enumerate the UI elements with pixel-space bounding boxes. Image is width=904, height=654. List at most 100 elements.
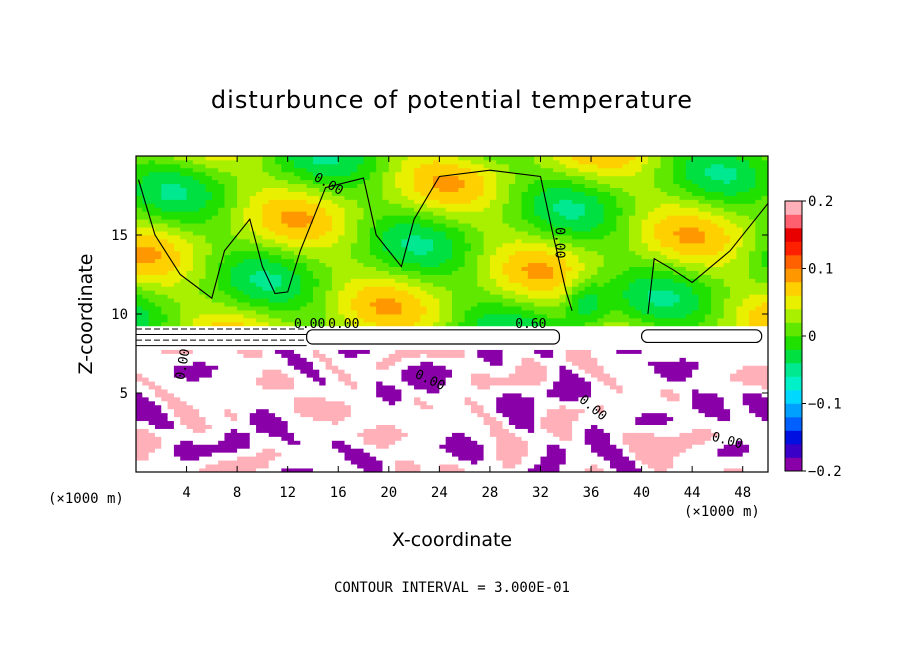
field-cell [458,238,466,244]
field-cell [477,199,484,204]
field-cell [249,246,257,252]
field-cell [294,286,301,291]
field-cell [173,238,181,244]
field-cell [173,262,181,267]
field-cell [136,389,143,394]
field-cell [237,290,244,295]
field-cell [186,211,194,216]
field-cell [477,365,484,370]
field-cell [136,270,143,275]
field-cell [433,207,440,212]
field-cell [508,420,516,425]
field-cell [218,353,225,358]
field-cell [142,377,150,382]
field-cell [224,175,232,181]
field-cell [211,258,219,264]
field-cell [281,464,289,469]
field-cell [199,246,206,252]
field-cell [382,353,390,358]
field-cell [521,416,529,422]
field-cell [199,262,206,267]
field-cell [344,203,352,208]
field-cell [180,452,187,457]
field-cell [306,207,314,212]
field-cell [268,345,276,350]
field-cell [154,302,162,307]
field-cell [470,175,478,181]
field-cell [439,432,447,437]
field-cell [407,175,415,181]
field-cell [350,266,358,271]
field-cell [382,412,390,418]
field-cell [300,381,308,386]
field-cell [527,428,535,433]
field-cell [338,393,345,398]
field-cell [249,440,257,445]
field-cell [192,274,200,279]
field-cell [331,325,339,331]
field-cell [243,215,251,220]
field-cell [218,254,225,260]
field-cell [477,432,484,437]
field-cell [199,377,206,382]
field-cell [445,223,453,228]
field-cell [496,159,503,165]
field-cell [186,310,194,315]
field-cell [192,286,200,291]
field-cell [192,452,200,457]
field-cell [142,420,150,425]
field-cell [294,393,301,398]
field-cell [458,408,466,414]
field-cell [445,294,453,299]
field-cell [230,294,238,299]
field-cell [230,329,238,335]
field-cell [262,393,270,398]
field-cell [376,424,383,429]
field-cell [136,416,143,422]
field-cell [268,460,276,465]
field-cell [508,286,516,291]
field-cell [142,317,150,323]
field-cell [205,400,213,406]
field-cell [249,278,257,283]
field-cell [186,298,194,303]
field-cell [275,468,282,472]
field-cell [173,274,181,279]
field-cell [439,250,447,256]
field-cell [382,321,390,327]
field-cell [148,298,156,303]
field-cell [420,183,428,188]
field-cell [249,436,257,441]
field-cell [186,389,194,394]
field-cell [249,357,257,362]
field-cell [414,183,421,188]
field-cell [275,432,282,437]
field-cell [344,373,352,378]
field-cell [502,286,510,291]
field-cell [300,314,308,319]
field-cell [199,199,206,204]
field-cell [256,353,263,358]
field-cell [281,325,289,331]
field-cell [325,211,333,216]
field-cell [211,428,219,433]
field-cell [312,365,320,370]
field-cell [224,317,232,323]
field-cell [294,294,301,299]
field-cell [154,369,162,374]
field-cell [287,156,295,161]
field-cell [312,278,320,283]
field-cell [464,381,472,386]
field-cell [180,432,187,437]
field-cell [211,163,219,169]
field-cell [173,235,181,240]
field-cell [224,412,232,418]
field-cell [477,258,484,264]
field-cell [306,298,314,303]
field-cell [458,231,466,236]
field-cell [483,412,491,418]
field-cell [376,250,383,256]
field-cell [192,183,200,188]
field-cell [357,215,364,220]
field-cell [142,385,150,390]
